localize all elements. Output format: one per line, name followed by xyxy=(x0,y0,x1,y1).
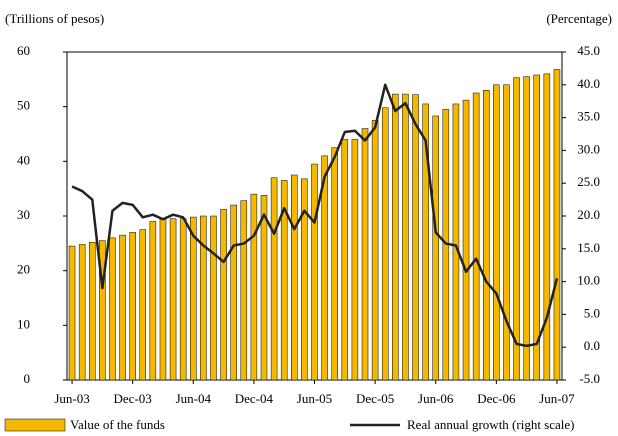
x-tick-label: Dec-06 xyxy=(477,391,516,406)
bar xyxy=(493,84,500,381)
bar xyxy=(149,221,157,381)
bar xyxy=(392,93,399,381)
y-tick-label: 10 xyxy=(17,316,30,331)
y2-tick-label: 20.0 xyxy=(577,207,600,222)
y-tick-label: 60 xyxy=(17,43,30,58)
bar xyxy=(270,177,278,381)
bar xyxy=(331,147,338,381)
x-tick-label: Dec-05 xyxy=(356,391,394,406)
x-tick-label: Jun-07 xyxy=(539,391,575,406)
bar xyxy=(432,115,439,381)
y2-tick-label: -5.0 xyxy=(579,371,600,386)
bar xyxy=(361,128,369,381)
x-tick-label: Dec-04 xyxy=(235,391,274,406)
bar xyxy=(381,107,389,381)
bar xyxy=(422,103,429,381)
bar xyxy=(179,218,187,381)
y2-tick-label: 15.0 xyxy=(577,240,600,255)
legend-swatch xyxy=(4,418,66,432)
bar xyxy=(129,232,136,381)
x-tick-label: Dec-03 xyxy=(114,391,152,406)
bar xyxy=(230,204,237,381)
x-tick-label: Jun-03 xyxy=(54,391,89,406)
bar xyxy=(291,174,298,381)
y-tick-label: 20 xyxy=(17,262,30,277)
y2-tick-label: 45.0 xyxy=(577,43,600,58)
bar xyxy=(250,193,258,381)
x-tick-label: Jun-04 xyxy=(176,391,212,406)
bar xyxy=(119,234,126,381)
bar xyxy=(452,103,460,381)
bar xyxy=(402,93,409,381)
bar xyxy=(190,216,197,381)
legend-label: Value of the funds xyxy=(70,417,165,432)
bar xyxy=(412,94,419,381)
bar xyxy=(78,244,86,381)
bar xyxy=(220,209,227,381)
bar xyxy=(533,74,540,381)
bar xyxy=(280,180,288,381)
bar xyxy=(200,215,207,381)
y-tick-label: 30 xyxy=(17,207,30,222)
y2-tick-label: 5.0 xyxy=(584,305,600,320)
y2-tick-label: 35.0 xyxy=(577,109,600,124)
bar xyxy=(301,178,308,381)
legend-label: Real annual growth (right scale) xyxy=(407,417,575,432)
bar xyxy=(513,77,520,381)
y2-tick-label: 30.0 xyxy=(577,141,600,156)
bar xyxy=(139,229,147,381)
y-axis-title: (Trillions of pesos) xyxy=(5,11,104,26)
y2-tick-label: 40.0 xyxy=(577,76,600,91)
y2-tick-label: 25.0 xyxy=(577,174,600,189)
bar xyxy=(523,76,530,381)
x-tick-label: Jun-06 xyxy=(418,391,454,406)
y-tick-label: 50 xyxy=(17,98,30,113)
bar xyxy=(341,139,349,381)
bar xyxy=(321,155,328,381)
bar xyxy=(462,99,470,381)
bar xyxy=(159,218,167,381)
bar xyxy=(311,163,318,381)
bar xyxy=(503,84,510,381)
bar xyxy=(68,245,76,381)
bar xyxy=(99,240,106,381)
x-tick-label: Jun-05 xyxy=(297,391,332,406)
bar xyxy=(240,200,248,381)
bar xyxy=(89,241,96,381)
y-tick-label: 0 xyxy=(24,371,31,386)
bar xyxy=(351,139,359,381)
bar xyxy=(472,92,480,381)
bar xyxy=(260,194,268,381)
bar xyxy=(371,120,379,381)
bar xyxy=(169,218,177,381)
y2-tick-label: 0.0 xyxy=(584,338,600,353)
bar xyxy=(553,69,561,381)
y2-tick-label: 10.0 xyxy=(577,273,600,288)
bar xyxy=(210,215,217,381)
bar xyxy=(482,90,490,381)
bar xyxy=(109,237,116,381)
bar xyxy=(543,73,551,381)
y2-axis-title: (Percentage) xyxy=(546,11,612,26)
line xyxy=(71,83,559,348)
y-tick-label: 40 xyxy=(17,152,30,167)
